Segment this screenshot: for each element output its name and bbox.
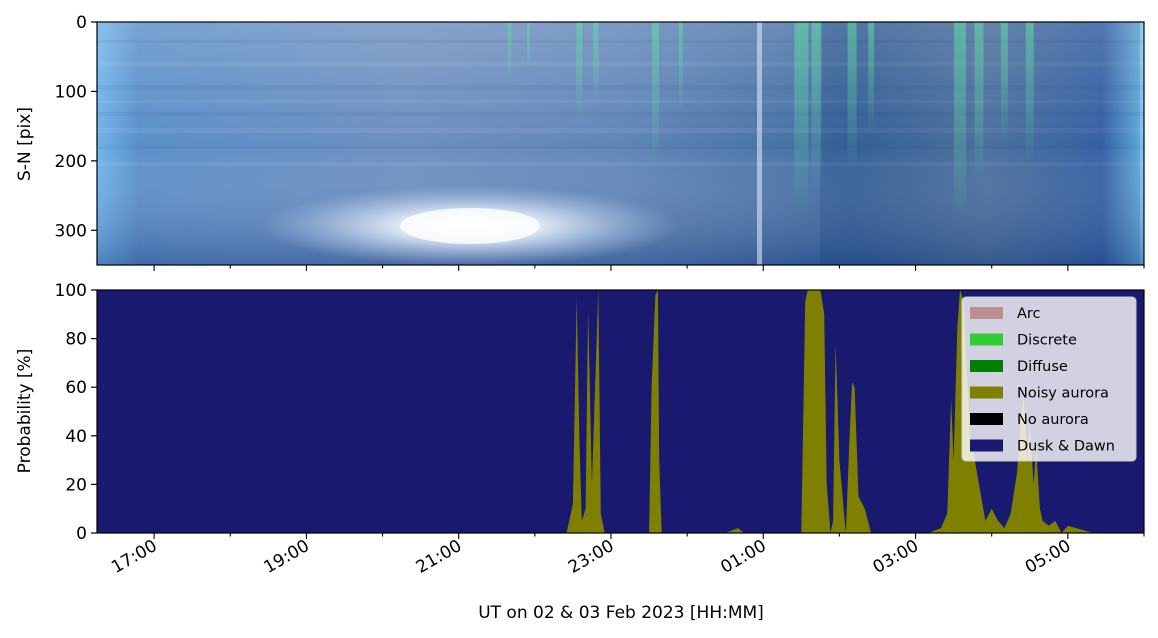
keogram-image: [97, 22, 1144, 266]
keogram-x-ticks: [154, 265, 1144, 271]
probability-xtick-label: 17:00: [108, 536, 160, 578]
legend-label: Diffuse: [1017, 359, 1068, 375]
probability-ytick-label: 20: [65, 475, 87, 495]
legend-swatch: [970, 413, 1003, 425]
probability-ytick-label: 80: [65, 330, 87, 350]
probability-ytick-label: 100: [55, 281, 87, 301]
keogram-aurora-streak: [1026, 22, 1034, 162]
probability-xtick-label: 01:00: [717, 536, 769, 578]
probability-xtick-label: 23:00: [565, 536, 617, 578]
moon-core: [400, 208, 540, 244]
keogram-aurora-streak: [652, 22, 659, 162]
keogram-aurora-streak: [1001, 22, 1008, 142]
legend-label: Arc: [1017, 306, 1041, 322]
keogram-vertical-artifact: [757, 22, 762, 265]
legend-swatch: [970, 387, 1003, 399]
keogram-aurora-streak: [576, 22, 582, 122]
keogram-aurora-streak: [593, 22, 598, 102]
probability-ytick-label: 60: [65, 378, 87, 398]
legend-swatch: [970, 307, 1003, 319]
probability-panel: 0 20 40 60 80 100 17:00 19:00 21:00 23:00 01:00 03…: [15, 281, 1144, 623]
legend: Arc Discrete Diffuse Noisy aurora No aurora D…: [962, 297, 1136, 461]
legend-swatch: [970, 360, 1003, 372]
legend-swatch: [970, 334, 1003, 346]
keogram-aurora-streak: [975, 22, 984, 182]
keogram-aurora-streak: [868, 22, 874, 132]
keogram-aurora-streak: [848, 22, 857, 172]
legend-label: Dusk & Dawn: [1017, 439, 1115, 455]
legend-swatch: [970, 440, 1003, 452]
probability-ylabel: Probability [%]: [15, 349, 35, 474]
probability-xtick-label: 21:00: [413, 536, 465, 578]
keogram-ytick-label: 200: [55, 152, 87, 172]
probability-ytick-label: 40: [65, 427, 87, 447]
keogram-aurora-streak: [679, 22, 683, 112]
probability-xtick-label: 05:00: [1022, 536, 1074, 578]
probability-y-ticks: 0 20 40 60 80 100: [55, 281, 97, 544]
keogram-y-ticks: 0 100 200 300: [55, 13, 97, 241]
keogram-panel: 0 100 200 300 S-N [pix]: [15, 13, 1144, 271]
legend-label: Noisy aurora: [1017, 386, 1109, 402]
legend-label: Discrete: [1017, 333, 1077, 349]
probability-xtick-label: 19:00: [260, 536, 312, 578]
keogram-aurora-streak: [794, 22, 808, 212]
probability-x-ticks: 17:00 19:00 21:00 23:00 01:00 03:00 05:00: [108, 533, 1144, 578]
legend-label: No aurora: [1017, 412, 1089, 428]
keogram-ylabel: S-N [pix]: [15, 107, 35, 181]
keogram-aurora-streak: [954, 22, 966, 222]
legend-box: [962, 297, 1136, 461]
keogram-aurora-streak: [507, 22, 511, 82]
probability-xtick-label: 03:00: [870, 536, 922, 578]
keogram-ytick-label: 300: [55, 221, 87, 241]
keogram-ytick-label: 100: [55, 82, 87, 102]
probability-ytick-label: 0: [76, 524, 87, 544]
probability-xlabel: UT on 02 & 03 Feb 2023 [HH:MM]: [478, 603, 764, 623]
keogram-aurora-streak: [812, 22, 822, 192]
keogram-ytick-label: 0: [76, 13, 87, 33]
keogram-aurora-streak: [527, 22, 530, 72]
